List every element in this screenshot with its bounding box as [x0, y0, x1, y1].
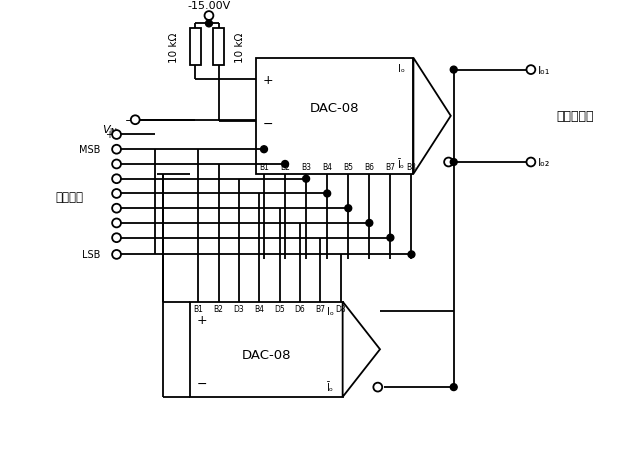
Polygon shape [343, 302, 380, 397]
Circle shape [366, 220, 373, 227]
Text: Iₒ: Iₒ [398, 64, 405, 74]
Text: +: + [105, 130, 113, 140]
Text: B1: B1 [259, 163, 269, 172]
Bar [213, 29, 224, 65]
Text: B5: B5 [343, 163, 354, 172]
Circle shape [387, 235, 394, 242]
Polygon shape [413, 59, 451, 175]
Text: B3: B3 [301, 163, 311, 172]
Text: B4: B4 [254, 304, 264, 313]
Text: B7: B7 [316, 304, 325, 313]
Text: D8: D8 [336, 304, 346, 313]
Text: LSB: LSB [82, 250, 101, 260]
Text: +: + [197, 313, 207, 326]
Text: Iₒ: Iₒ [327, 307, 334, 317]
Circle shape [450, 159, 457, 166]
Circle shape [112, 131, 121, 140]
Text: D3: D3 [234, 304, 244, 313]
Circle shape [526, 66, 535, 75]
Text: D6: D6 [294, 304, 305, 313]
Circle shape [324, 191, 330, 198]
Circle shape [112, 146, 121, 154]
Text: B2: B2 [214, 304, 223, 313]
Text: +: + [263, 74, 273, 87]
Circle shape [112, 204, 121, 213]
Text: B7: B7 [385, 163, 395, 172]
Text: −: − [197, 377, 207, 390]
Text: B4: B4 [322, 163, 332, 172]
Text: Iₒ₂: Iₒ₂ [538, 158, 551, 168]
Circle shape [345, 205, 352, 212]
Circle shape [261, 147, 267, 153]
Text: DAC-08: DAC-08 [242, 348, 291, 361]
Bar [256, 59, 413, 175]
Bar [190, 302, 343, 397]
Circle shape [450, 384, 457, 391]
Text: 平半波负载: 平半波负载 [556, 110, 594, 123]
Circle shape [131, 116, 140, 125]
Circle shape [281, 161, 289, 168]
Circle shape [303, 176, 310, 183]
Text: B8: B8 [406, 163, 417, 172]
Bar [190, 29, 200, 65]
Circle shape [112, 189, 121, 198]
Text: V: V [102, 124, 109, 134]
Circle shape [526, 158, 535, 167]
Circle shape [112, 219, 121, 228]
Circle shape [112, 250, 121, 259]
Text: 10 kΩ: 10 kΩ [169, 32, 178, 63]
Circle shape [408, 251, 415, 258]
Text: Iₒ₁: Iₒ₁ [538, 65, 551, 75]
Circle shape [112, 234, 121, 243]
Circle shape [205, 12, 213, 21]
Text: DAC-08: DAC-08 [310, 102, 359, 115]
Circle shape [374, 383, 382, 391]
Text: B1: B1 [193, 304, 203, 313]
Text: D5: D5 [274, 304, 285, 313]
Text: MSB: MSB [79, 145, 101, 155]
Text: Īₒ: Īₒ [398, 160, 405, 170]
Text: B2: B2 [280, 163, 290, 172]
Text: B6: B6 [365, 163, 374, 172]
Circle shape [205, 21, 213, 28]
Text: IN: IN [109, 128, 118, 137]
Circle shape [112, 160, 121, 169]
Circle shape [450, 67, 457, 74]
Text: 数字输入: 数字输入 [55, 191, 83, 204]
Text: 10 kΩ: 10 kΩ [236, 32, 245, 63]
Text: −: − [125, 115, 134, 125]
Text: -15.00V: -15.00V [187, 0, 231, 11]
Text: −: − [263, 118, 273, 131]
Circle shape [112, 175, 121, 184]
Text: Īₒ: Īₒ [327, 382, 334, 392]
Circle shape [444, 158, 453, 167]
